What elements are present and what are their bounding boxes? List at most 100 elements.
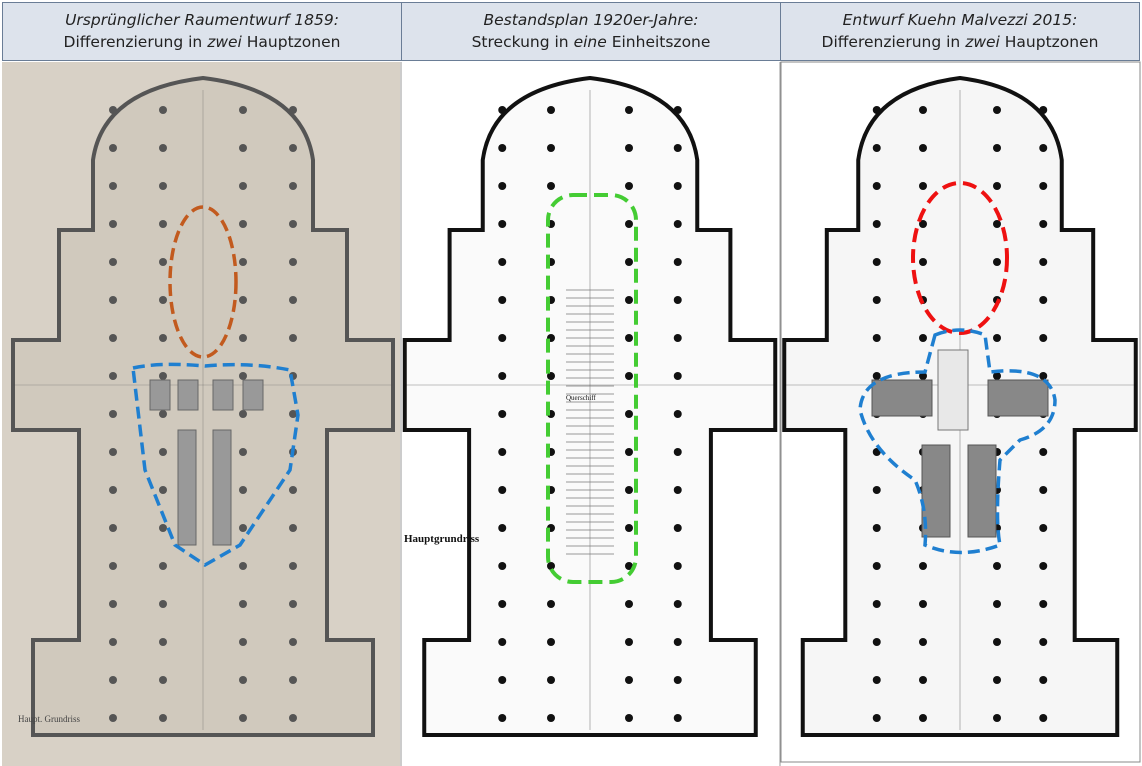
column bbox=[159, 296, 167, 304]
plan-label: Hauptgrundriss bbox=[404, 533, 480, 545]
column bbox=[993, 638, 1001, 646]
column bbox=[1039, 258, 1048, 266]
column bbox=[289, 410, 297, 418]
column bbox=[159, 182, 167, 190]
column bbox=[993, 600, 1001, 608]
column bbox=[1039, 182, 1048, 190]
column bbox=[673, 714, 682, 722]
column bbox=[109, 486, 117, 494]
column bbox=[498, 296, 507, 304]
subtitle-part: Hauptzonen bbox=[999, 33, 1099, 51]
unified-zone-outline bbox=[546, 193, 638, 584]
column bbox=[625, 296, 633, 304]
column bbox=[289, 562, 297, 570]
column bbox=[109, 372, 117, 380]
column bbox=[673, 296, 682, 304]
column bbox=[872, 638, 881, 646]
column bbox=[547, 144, 555, 152]
panel-2015-frame bbox=[780, 61, 1141, 763]
column bbox=[289, 600, 297, 608]
column bbox=[289, 486, 297, 494]
column bbox=[547, 600, 555, 608]
column bbox=[993, 676, 1001, 684]
column bbox=[872, 676, 881, 684]
column bbox=[289, 334, 297, 342]
column bbox=[1039, 144, 1048, 152]
column bbox=[919, 106, 927, 114]
column bbox=[673, 448, 682, 456]
column bbox=[919, 676, 927, 684]
column bbox=[547, 676, 555, 684]
column bbox=[872, 486, 881, 494]
column bbox=[239, 182, 247, 190]
column bbox=[625, 220, 633, 228]
column bbox=[919, 220, 927, 228]
subtitle-part: Differenzierung in bbox=[63, 33, 208, 51]
column bbox=[109, 334, 117, 342]
column bbox=[673, 372, 682, 380]
column bbox=[1039, 486, 1048, 494]
column bbox=[872, 714, 881, 722]
subtitle-part: Differenzierung in bbox=[821, 33, 966, 51]
column bbox=[547, 714, 555, 722]
column bbox=[159, 372, 167, 380]
choir-zone-outline bbox=[168, 205, 238, 359]
column bbox=[625, 258, 633, 266]
column bbox=[109, 410, 117, 418]
column bbox=[673, 600, 682, 608]
column bbox=[239, 714, 247, 722]
column bbox=[993, 334, 1001, 342]
column bbox=[1039, 524, 1048, 532]
column bbox=[289, 296, 297, 304]
column bbox=[993, 562, 1001, 570]
column bbox=[109, 600, 117, 608]
column bbox=[919, 638, 927, 646]
pew-block bbox=[212, 379, 234, 411]
column bbox=[109, 106, 117, 114]
column bbox=[239, 600, 247, 608]
column bbox=[673, 410, 682, 418]
column bbox=[109, 714, 117, 722]
column bbox=[673, 144, 682, 152]
column bbox=[1039, 600, 1048, 608]
column bbox=[289, 106, 297, 114]
column bbox=[159, 676, 167, 684]
column bbox=[109, 144, 117, 152]
column bbox=[872, 562, 881, 570]
altar-platform bbox=[937, 349, 969, 431]
column bbox=[673, 638, 682, 646]
plan-1920 bbox=[402, 75, 778, 737]
congregation-zone-outline bbox=[131, 362, 300, 568]
column bbox=[498, 410, 507, 418]
column bbox=[159, 106, 167, 114]
column bbox=[239, 372, 247, 380]
column bbox=[673, 220, 682, 228]
column bbox=[1039, 296, 1048, 304]
pew-block bbox=[177, 429, 197, 546]
column bbox=[547, 182, 555, 190]
column bbox=[547, 106, 555, 114]
column bbox=[239, 638, 247, 646]
column bbox=[159, 144, 167, 152]
column bbox=[109, 182, 117, 190]
subtitle-emphasis: zwei bbox=[207, 33, 242, 51]
header-1920: Bestandsplan 1920er-Jahre: Streckung in … bbox=[401, 2, 781, 61]
column bbox=[673, 258, 682, 266]
column bbox=[498, 182, 507, 190]
column bbox=[239, 334, 247, 342]
plan-1859 bbox=[11, 75, 395, 737]
pew-block bbox=[967, 444, 997, 538]
column bbox=[993, 182, 1001, 190]
column bbox=[673, 106, 682, 114]
column bbox=[872, 144, 881, 152]
column bbox=[872, 372, 881, 380]
column bbox=[625, 410, 633, 418]
subtitle-part: Streckung in bbox=[471, 33, 574, 51]
column bbox=[109, 258, 117, 266]
panel-title: Entwurf Kuehn Malvezzi 2015: bbox=[842, 11, 1078, 29]
column bbox=[239, 296, 247, 304]
column bbox=[993, 258, 1001, 266]
column bbox=[289, 524, 297, 532]
column bbox=[1039, 372, 1048, 380]
